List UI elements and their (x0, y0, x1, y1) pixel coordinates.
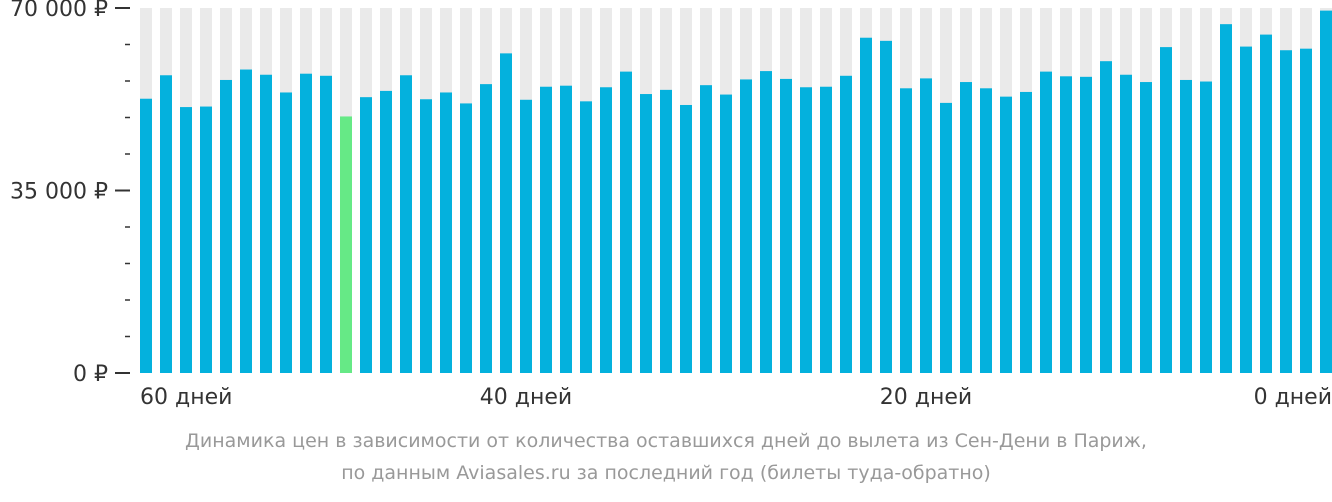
price-bar[interactable] (240, 69, 252, 374)
x-tick-label: 60 дней (140, 385, 232, 410)
price-bar[interactable] (600, 87, 612, 373)
price-bar[interactable] (580, 101, 592, 373)
price-bar[interactable] (1320, 10, 1332, 373)
price-bar[interactable] (980, 88, 992, 374)
price-bar[interactable] (860, 37, 872, 373)
x-tick-label: 40 дней (480, 385, 572, 410)
price-bar[interactable] (540, 86, 552, 373)
price-bar[interactable] (320, 75, 332, 374)
price-bar[interactable] (640, 94, 652, 374)
price-bar[interactable] (460, 103, 472, 374)
price-bar[interactable] (1280, 50, 1292, 373)
price-bar[interactable] (940, 102, 952, 374)
price-bar-lowest[interactable] (340, 116, 352, 373)
price-bar[interactable] (1180, 79, 1192, 373)
price-bar[interactable] (180, 107, 192, 374)
price-bar[interactable] (1140, 82, 1152, 374)
price-bar[interactable] (1200, 81, 1212, 374)
price-bar[interactable] (620, 71, 632, 373)
y-tick-label: 70 000 ₽ (10, 0, 108, 22)
price-bar[interactable] (840, 75, 852, 374)
price-bar[interactable] (560, 85, 572, 373)
price-bar[interactable] (780, 78, 792, 374)
price-bar[interactable] (1080, 76, 1092, 373)
price-bar[interactable] (660, 89, 672, 373)
price-bar[interactable] (1040, 71, 1052, 373)
price-bar[interactable] (220, 79, 232, 373)
y-tick-label: 35 000 ₽ (10, 180, 108, 205)
price-bar[interactable] (1300, 48, 1312, 374)
price-bar[interactable] (900, 88, 912, 374)
price-bar[interactable] (820, 86, 832, 373)
price-bar[interactable] (920, 78, 932, 374)
price-bar[interactable] (420, 99, 432, 373)
price-bar[interactable] (380, 90, 392, 374)
price-bar[interactable] (1160, 47, 1172, 373)
price-bar[interactable] (200, 106, 212, 374)
price-bar[interactable] (300, 73, 312, 373)
price-bar[interactable] (1020, 91, 1032, 373)
price-bar[interactable] (280, 92, 292, 373)
price-bar[interactable] (520, 99, 532, 374)
price-bar[interactable] (1260, 34, 1272, 373)
price-bar[interactable] (740, 79, 752, 373)
price-bar[interactable] (880, 40, 892, 373)
price-bar[interactable] (720, 94, 732, 374)
x-tick-label: 0 дней (1254, 385, 1332, 410)
price-bar[interactable] (360, 97, 372, 374)
price-bar[interactable] (960, 82, 972, 374)
price-bar[interactable] (1240, 46, 1252, 373)
price-bar[interactable] (440, 92, 452, 373)
price-bar[interactable] (160, 75, 172, 373)
y-tick-label: 0 ₽ (73, 362, 108, 387)
price-bar[interactable] (260, 74, 272, 373)
price-bar[interactable] (680, 104, 692, 373)
price-bar[interactable] (760, 71, 772, 373)
price-bar[interactable] (1220, 24, 1232, 374)
price-bar[interactable] (700, 85, 712, 374)
chart-caption-line-2: по данным Aviasales.ru за последний год … (341, 462, 991, 484)
price-bar[interactable] (1100, 61, 1112, 373)
chart-caption-line-1: Динамика цен в зависимости от количества… (185, 430, 1147, 452)
x-tick-label: 20 дней (880, 385, 972, 410)
price-bar[interactable] (140, 98, 152, 373)
price-bar[interactable] (480, 84, 492, 373)
price-bar[interactable] (1120, 74, 1132, 373)
price-bar[interactable] (1060, 76, 1072, 374)
price-bar[interactable] (800, 87, 812, 373)
price-bar[interactable] (500, 53, 512, 373)
price-bar[interactable] (1000, 96, 1012, 374)
price-bar[interactable] (400, 75, 412, 373)
